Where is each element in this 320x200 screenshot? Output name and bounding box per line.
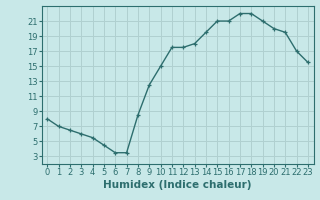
- X-axis label: Humidex (Indice chaleur): Humidex (Indice chaleur): [103, 180, 252, 190]
